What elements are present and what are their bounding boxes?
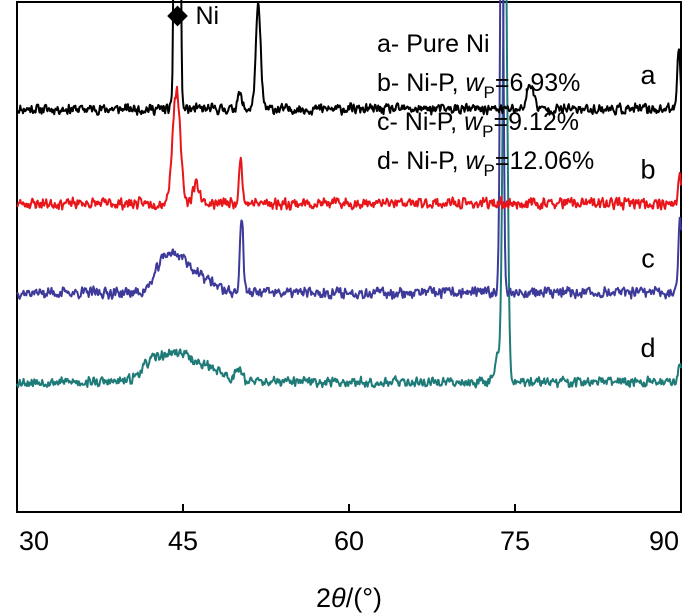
series-line-a bbox=[16, 0, 682, 116]
curve-labels: d c b a bbox=[640, 60, 656, 363]
series-line-c bbox=[16, 0, 682, 300]
peak-marker-label: Ni bbox=[195, 2, 219, 30]
series-line-d bbox=[16, 0, 682, 389]
legend-entry-b: b- Ni-P, wP=6.93% bbox=[377, 69, 580, 102]
x-axis-ticks: 30 45 60 75 90 bbox=[16, 504, 682, 556]
curve-label-d: d bbox=[640, 333, 655, 363]
series-line-b bbox=[16, 85, 682, 211]
curve-label-b: b bbox=[640, 154, 655, 184]
legend-entry-c: c- Ni-P, wP=9.12% bbox=[377, 108, 579, 141]
x-tick-label: 75 bbox=[500, 526, 530, 556]
curve-label-a: a bbox=[640, 60, 656, 90]
x-tick-label: 90 bbox=[649, 526, 679, 556]
diamond-marker-icon: ◆ bbox=[167, 0, 188, 29]
x-tick-label: 60 bbox=[334, 526, 364, 556]
legend-entry-a: a- Pure Ni bbox=[377, 30, 490, 58]
x-tick-label: 30 bbox=[19, 526, 49, 556]
xrd-curves bbox=[16, 0, 682, 389]
legend: a- Pure Ni b- Ni-P, wP=6.93% c- Ni-P, wP… bbox=[377, 30, 594, 180]
legend-entry-d: d- Ni-P, wP=12.06% bbox=[377, 147, 594, 180]
x-axis-title: 2θ/(°) bbox=[316, 583, 382, 613]
curve-label-c: c bbox=[641, 244, 655, 274]
plot-frame bbox=[16, 1, 682, 513]
x-tick-label: 45 bbox=[168, 526, 198, 556]
peak-marker: ◆ Ni bbox=[167, 0, 219, 30]
